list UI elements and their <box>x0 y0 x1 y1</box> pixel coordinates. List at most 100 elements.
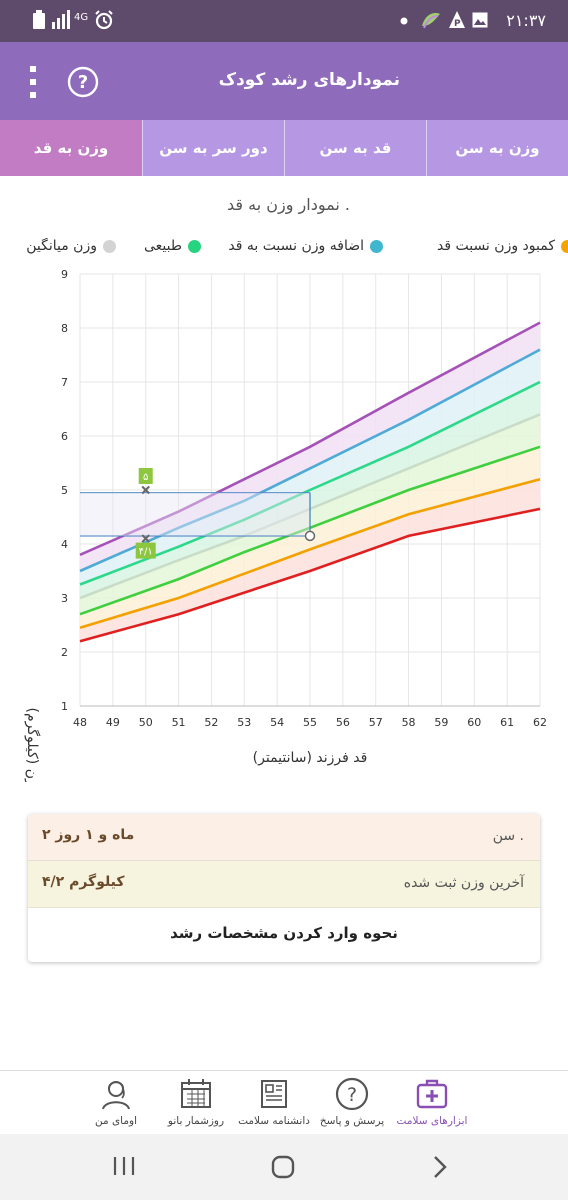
y-tick-label: 2 <box>61 646 68 659</box>
chart-band <box>80 349 540 585</box>
dot-icon <box>400 17 408 25</box>
y-tick-label: 9 <box>61 268 68 281</box>
chart-legend: وزن میانگین طبیعی اضافه وزن نسبت به قد ک… <box>0 238 568 262</box>
howto-label: نحوه وارد کردن مشخصات رشد <box>170 924 398 942</box>
y-tick-label: 8 <box>61 322 68 335</box>
network-type: 4G <box>74 12 89 23</box>
legend-item-normal: طبیعی <box>144 238 201 254</box>
app-bar: ? نمودارهای رشد کودک <box>0 42 568 120</box>
last-weight-row: آخرین وزن ثبت شده ۴/۲ کیلوگرم <box>28 861 540 908</box>
nav-health-tools[interactable]: ابزارهای سلامت <box>376 1071 488 1135</box>
chart-band <box>80 479 540 642</box>
x-tick-label: 56 <box>336 716 350 729</box>
nav-label: دانشنامه سلامت <box>238 1115 310 1127</box>
y-tick-label: 1 <box>61 700 68 713</box>
x-tick-label: 58 <box>402 716 416 729</box>
data-point-marker <box>141 534 150 543</box>
x-tick-label: 60 <box>467 716 481 729</box>
chart-title: نمودار وزن به قد . <box>227 195 350 214</box>
age-row: سن . ۲ ماه و ۱ روز <box>28 814 540 861</box>
chart-series-line <box>79 477 541 629</box>
alarm-icon <box>95 10 113 30</box>
chart-series-line <box>79 507 541 643</box>
nav-label: اومای من <box>95 1115 137 1127</box>
legend-item-average: وزن میانگین <box>26 238 116 254</box>
calendar-icon <box>181 1079 211 1108</box>
svg-text:?: ? <box>347 1084 357 1106</box>
last-weight-value: ۴/۲ کیلوگرم <box>42 874 125 890</box>
y-tick-label: 7 <box>61 376 68 389</box>
y-axis-label: وزن (کیلوگرم) <box>24 708 41 783</box>
bottom-navigation: ابزارهای سلامت ? پرسش و پاسخ دانشنامه سل… <box>0 1070 568 1134</box>
y-tick-label: 5 <box>61 484 68 497</box>
x-tick-label: 55 <box>303 716 317 729</box>
data-point-label: ۴/۱ <box>139 547 153 558</box>
parking-icon: P <box>449 11 465 29</box>
x-tick-label: 53 <box>237 716 251 729</box>
y-tick-label: 3 <box>61 592 68 605</box>
chart-series-line <box>79 413 541 600</box>
growth-info-card: سن . ۲ ماه و ۱ روز آخرین وزن ثبت شده ۴/۲… <box>28 814 540 962</box>
data-point-badge <box>135 542 156 559</box>
tab-head-age[interactable]: دور سر به سن <box>142 120 284 176</box>
nav-label: پرسش و پاسخ <box>319 1115 385 1127</box>
nav-encyclopedia[interactable]: دانشنامه سلامت <box>218 1071 330 1135</box>
status-time: ۲۱:۳۷ <box>506 11 546 30</box>
legend-dot <box>561 239 568 253</box>
x-tick-label: 52 <box>204 716 218 729</box>
x-tick-label: 50 <box>139 716 153 729</box>
legend-dot <box>370 239 383 253</box>
x-tick-label: 61 <box>500 716 514 729</box>
app-notification-icon <box>422 13 440 29</box>
back-icon[interactable] <box>430 1154 450 1180</box>
legend-dot <box>103 239 116 253</box>
more-options-icon[interactable] <box>24 64 44 100</box>
legend-label: وزن میانگین <box>26 238 97 254</box>
tab-bar: وزن به سن قد به سن دور سر به سن وزن به ق… <box>0 120 568 176</box>
x-tick-label: 57 <box>369 716 383 729</box>
data-point-badge <box>138 468 153 484</box>
age-value: ۲ ماه و ۱ روز <box>42 827 135 843</box>
nav-questions[interactable]: ? پرسش و پاسخ <box>296 1071 408 1135</box>
legend-dot <box>188 239 201 253</box>
tab-weight-age[interactable]: وزن به سن <box>426 120 568 176</box>
chart-series-line <box>79 321 541 556</box>
battery-icon <box>33 10 45 29</box>
chart-series-line <box>79 348 541 573</box>
data-point-marker <box>141 485 150 495</box>
home-icon[interactable] <box>270 1154 296 1180</box>
reference-area <box>80 492 310 536</box>
system-navigation-bar <box>0 1134 568 1200</box>
data-point-label: ۵ <box>143 472 148 483</box>
last-weight-label: آخرین وزن ثبت شده <box>403 875 524 891</box>
nav-label: ابزارهای سلامت <box>396 1115 468 1127</box>
howto-link[interactable]: نحوه وارد کردن مشخصات رشد <box>28 908 540 962</box>
status-bar: 4G P ۲۱:۳۷ <box>0 0 568 42</box>
nav-profile[interactable]: اومای من <box>60 1071 172 1135</box>
signal-icon <box>52 10 70 29</box>
medical-kit-icon <box>416 1079 448 1109</box>
svg-text:P: P <box>454 19 461 29</box>
x-tick-label: 62 <box>533 716 547 729</box>
chart-series-line <box>79 445 541 616</box>
recent-apps-icon[interactable] <box>112 1154 136 1178</box>
page-title: نمودارهای رشد کودک <box>218 70 400 90</box>
y-tick-label: 6 <box>61 430 68 443</box>
newspaper-icon <box>261 1080 287 1108</box>
profile-icon <box>102 1081 130 1110</box>
growth-chart: ۵۴/۱ 48 49 50 51 52 53 54 55 56 57 58 59 60 61 6212345… <box>24 268 547 783</box>
tab-height-age[interactable]: قد به سن <box>284 120 426 176</box>
legend-label: اضافه وزن نسبت به قد <box>228 238 364 254</box>
tab-weight-height[interactable]: وزن به قد <box>0 120 142 176</box>
legend-item-underweight: کمبود وزن نسبت قد <box>437 238 568 254</box>
legend-label: طبیعی <box>143 238 182 254</box>
x-tick-label: 49 <box>106 716 120 729</box>
help-icon[interactable]: ? <box>67 66 99 98</box>
legend-item-overweight: اضافه وزن نسبت به قد <box>228 238 383 254</box>
x-tick-label: 51 <box>172 716 186 729</box>
x-tick-label: 54 <box>270 716 284 729</box>
legend-label: کمبود وزن نسبت قد <box>436 238 555 254</box>
nav-calendar[interactable]: روزشمار بانو <box>140 1071 252 1135</box>
y-tick-label: 4 <box>61 538 68 551</box>
current-marker <box>304 530 316 542</box>
